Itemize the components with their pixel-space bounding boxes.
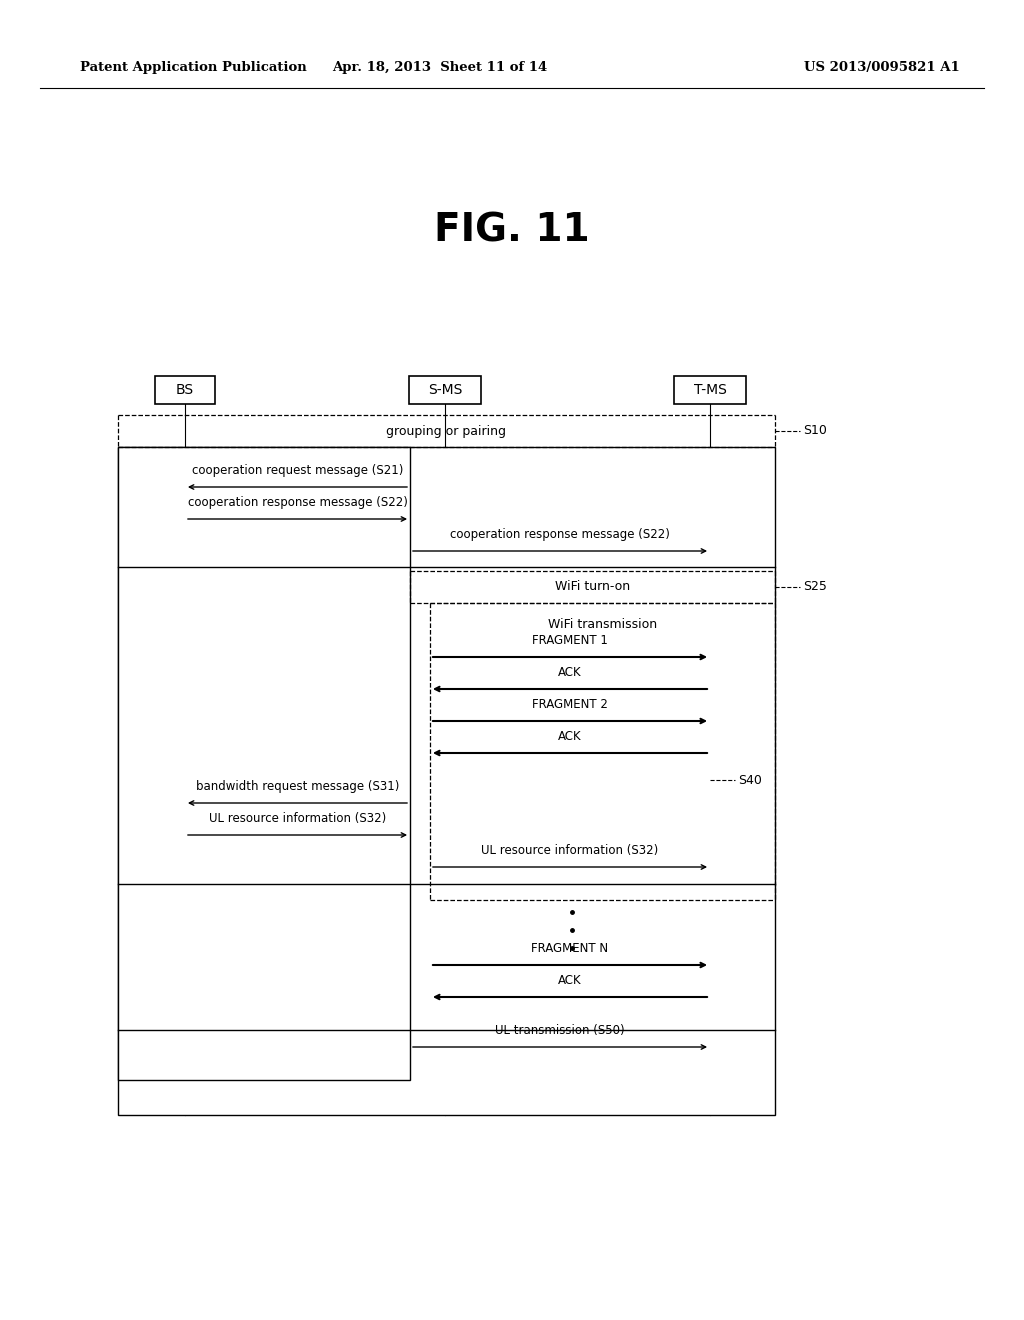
Bar <box>409 376 481 404</box>
Text: US 2013/0095821 A1: US 2013/0095821 A1 <box>804 62 961 74</box>
Bar <box>118 447 410 1080</box>
Text: Apr. 18, 2013  Sheet 11 of 14: Apr. 18, 2013 Sheet 11 of 14 <box>333 62 548 74</box>
Text: cooperation request message (S21): cooperation request message (S21) <box>191 465 403 477</box>
Text: ACK: ACK <box>558 974 582 987</box>
Text: S40: S40 <box>738 774 762 787</box>
Text: FIG. 11: FIG. 11 <box>434 211 590 249</box>
Text: FRAGMENT 1: FRAGMENT 1 <box>532 634 608 647</box>
Text: WiFi transmission: WiFi transmission <box>548 619 657 631</box>
Text: S25: S25 <box>803 581 826 594</box>
Text: cooperation response message (S22): cooperation response message (S22) <box>451 528 670 541</box>
Text: grouping or pairing: grouping or pairing <box>386 425 507 437</box>
Text: FRAGMENT 2: FRAGMENT 2 <box>532 698 608 711</box>
Text: UL resource information (S32): UL resource information (S32) <box>481 843 658 857</box>
Bar <box>118 447 775 1115</box>
Text: UL resource information (S32): UL resource information (S32) <box>209 812 386 825</box>
Text: Patent Application Publication: Patent Application Publication <box>80 62 307 74</box>
Text: bandwidth request message (S31): bandwidth request message (S31) <box>196 780 399 793</box>
Bar <box>155 376 215 404</box>
Text: WiFi turn-on: WiFi turn-on <box>555 581 630 594</box>
Text: FRAGMENT N: FRAGMENT N <box>531 942 608 954</box>
Text: ACK: ACK <box>558 667 582 678</box>
Text: BS: BS <box>176 383 195 397</box>
Text: S10: S10 <box>803 425 826 437</box>
Text: UL transmission (S50): UL transmission (S50) <box>496 1024 625 1038</box>
Text: ACK: ACK <box>558 730 582 743</box>
Bar <box>674 376 746 404</box>
Text: S-MS: S-MS <box>428 383 462 397</box>
Text: T-MS: T-MS <box>693 383 726 397</box>
Text: cooperation response message (S22): cooperation response message (S22) <box>187 496 408 510</box>
